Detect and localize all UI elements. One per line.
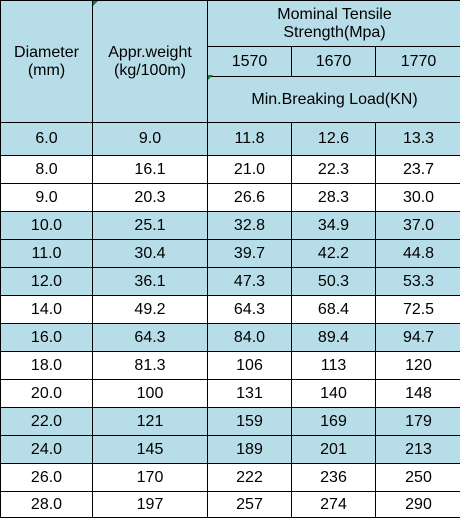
cell-diameter[interactable]: 28.0 — [0, 491, 93, 518]
cell-diameter[interactable]: 24.0 — [0, 435, 93, 464]
cell-load-1770[interactable]: 23.7 — [374, 155, 460, 184]
cell-diameter[interactable]: 9.0 — [0, 183, 93, 212]
cell-load-1770[interactable]: 213 — [374, 435, 460, 464]
cell-load-1770[interactable]: 120 — [374, 351, 460, 380]
header-diameter[interactable]: Diameter (mm) — [0, 0, 93, 123]
cell-load-1770[interactable]: 13.3 — [374, 122, 460, 156]
cell-load-1570[interactable]: 11.8 — [207, 122, 292, 156]
cell-weight[interactable]: 121 — [92, 407, 208, 436]
cell-load-1570[interactable]: 64.3 — [207, 295, 292, 324]
cell-diameter[interactable]: 14.0 — [0, 295, 93, 324]
cell-load-1670[interactable]: 22.3 — [291, 155, 376, 184]
cell-weight[interactable]: 145 — [92, 435, 208, 464]
cell-diameter[interactable]: 10.0 — [0, 211, 93, 240]
cell-load-1670[interactable]: 89.4 — [291, 323, 376, 352]
cell-load-1570[interactable]: 257 — [207, 491, 292, 518]
table-row: 9.0 20.3 26.6 28.3 30.0 — [0, 183, 460, 212]
cell-load-1670[interactable]: 169 — [291, 407, 376, 436]
cell-weight[interactable]: 64.3 — [92, 323, 208, 352]
cell-load-1570[interactable]: 32.8 — [207, 211, 292, 240]
header-breaking-load[interactable]: Min.Breaking Load(KN) — [206, 76, 460, 123]
cell-load-1570[interactable]: 21.0 — [207, 155, 292, 184]
cell-weight[interactable]: 170 — [92, 463, 208, 492]
cell-weight[interactable]: 30.4 — [92, 239, 208, 268]
cell-diameter[interactable]: 12.0 — [0, 267, 93, 296]
table-row: 22.0 121 159 169 179 — [0, 407, 460, 436]
cell-load-1770[interactable]: 37.0 — [374, 211, 460, 240]
table-row: 20.0 100 131 140 148 — [0, 379, 460, 408]
cell-load-1570[interactable]: 84.0 — [207, 323, 292, 352]
cell-diameter[interactable]: 8.0 — [0, 155, 93, 184]
cell-diameter[interactable]: 26.0 — [0, 463, 93, 492]
cell-load-1670[interactable]: 42.2 — [291, 239, 376, 268]
cell-weight[interactable]: 9.0 — [92, 122, 208, 156]
cell-diameter[interactable]: 6.0 — [0, 122, 93, 156]
cell-load-1670[interactable]: 140 — [291, 379, 376, 408]
cell-load-1770[interactable]: 44.8 — [374, 239, 460, 268]
table-row: 11.0 30.4 39.7 42.2 44.8 — [0, 239, 460, 268]
table-row: 16.0 64.3 84.0 89.4 94.7 — [0, 323, 460, 352]
cell-diameter[interactable]: 16.0 — [0, 323, 93, 352]
cell-weight[interactable]: 197 — [92, 491, 208, 518]
cell-load-1670[interactable]: 12.6 — [291, 122, 376, 156]
table-row: 10.0 25.1 32.8 34.9 37.0 — [0, 211, 460, 240]
cell-weight[interactable]: 20.3 — [92, 183, 208, 212]
cell-diameter[interactable]: 20.0 — [0, 379, 93, 408]
cell-load-1770[interactable]: 72.5 — [374, 295, 460, 324]
cell-load-1770[interactable]: 53.3 — [374, 267, 460, 296]
header-grade-1570[interactable]: 1570 — [207, 46, 292, 77]
cell-load-1670[interactable]: 201 — [291, 435, 376, 464]
table-row: 18.0 81.3 106 113 120 — [0, 351, 460, 380]
cell-load-1570[interactable]: 47.3 — [207, 267, 292, 296]
cell-load-1670[interactable]: 34.9 — [291, 211, 376, 240]
cell-weight[interactable]: 25.1 — [92, 211, 208, 240]
table-row: 6.0 9.0 11.8 12.6 13.3 — [0, 122, 460, 156]
cell-load-1770[interactable]: 250 — [374, 463, 460, 492]
cell-weight[interactable]: 49.2 — [92, 295, 208, 324]
table-row: 14.0 49.2 64.3 68.4 72.5 — [0, 295, 460, 324]
cell-load-1570[interactable]: 26.6 — [207, 183, 292, 212]
cell-weight[interactable]: 36.1 — [92, 267, 208, 296]
cell-load-1570[interactable]: 106 — [207, 351, 292, 380]
cell-load-1570[interactable]: 189 — [207, 435, 292, 464]
cell-load-1670[interactable]: 113 — [291, 351, 376, 380]
cell-load-1770[interactable]: 179 — [374, 407, 460, 436]
table-row: 24.0 145 189 201 213 — [0, 435, 460, 464]
cell-weight[interactable]: 16.1 — [92, 155, 208, 184]
cell-load-1770[interactable]: 30.0 — [374, 183, 460, 212]
cell-diameter[interactable]: 18.0 — [0, 351, 93, 380]
cell-load-1570[interactable]: 159 — [207, 407, 292, 436]
cell-load-1770[interactable]: 94.7 — [374, 323, 460, 352]
cell-load-1570[interactable]: 39.7 — [207, 239, 292, 268]
cell-load-1570[interactable]: 222 — [207, 463, 292, 492]
header-weight[interactable]: Appr.weight (kg/100m) — [92, 0, 208, 123]
table-row: 28.0 197 257 274 290 — [0, 491, 460, 518]
cell-load-1770[interactable]: 148 — [374, 379, 460, 408]
table-row: 12.0 36.1 47.3 50.3 53.3 — [0, 267, 460, 296]
cell-load-1570[interactable]: 131 — [207, 379, 292, 408]
cell-diameter[interactable]: 22.0 — [0, 407, 93, 436]
header-grade-1770[interactable]: 1770 — [374, 46, 460, 77]
cell-load-1670[interactable]: 236 — [291, 463, 376, 492]
cell-load-1670[interactable]: 50.3 — [291, 267, 376, 296]
table-row: 26.0 170 222 236 250 — [0, 463, 460, 492]
cell-marker-icon — [93, 1, 98, 6]
cell-weight[interactable]: 81.3 — [92, 351, 208, 380]
cell-marker-icon — [208, 75, 213, 80]
header-tensile-strength[interactable]: Mominal Tensile Strength(Mpa) — [206, 0, 460, 47]
cell-load-1670[interactable]: 28.3 — [291, 183, 376, 212]
cell-diameter[interactable]: 11.0 — [0, 239, 93, 268]
cell-load-1670[interactable]: 68.4 — [291, 295, 376, 324]
header-grade-1670[interactable]: 1670 — [291, 46, 376, 77]
table-row: 8.0 16.1 21.0 22.3 23.7 — [0, 155, 460, 184]
cell-load-1770[interactable]: 290 — [374, 491, 460, 518]
cell-weight[interactable]: 100 — [92, 379, 208, 408]
cell-load-1670[interactable]: 274 — [291, 491, 376, 518]
